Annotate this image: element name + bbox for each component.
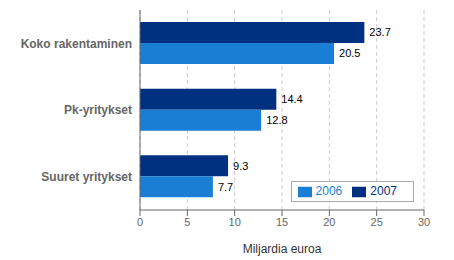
svg-text:Koko rakentaminen: Koko rakentaminen xyxy=(21,37,132,51)
svg-text:Miljardia euroa: Miljardia euroa xyxy=(243,242,322,256)
svg-text:20: 20 xyxy=(323,216,335,228)
svg-text:15: 15 xyxy=(276,216,288,228)
svg-text:12.8: 12.8 xyxy=(266,114,287,126)
svg-text:7.7: 7.7 xyxy=(218,181,233,193)
html-text:2007: 2007 xyxy=(370,184,397,199)
svg-text:5: 5 xyxy=(184,216,190,228)
svg-text:23.7: 23.7 xyxy=(369,26,390,38)
html-text:2006: 2006 xyxy=(315,184,343,199)
svg-text:30: 30 xyxy=(418,216,430,228)
svg-text:14.4: 14.4 xyxy=(281,93,302,105)
svg-text:0: 0 xyxy=(137,216,143,228)
svg-text:10: 10 xyxy=(229,216,241,228)
svg-text:9.3: 9.3 xyxy=(233,160,248,172)
svg-text:Pk-yritykset: Pk-yritykset xyxy=(64,103,132,117)
svg-text:20.5: 20.5 xyxy=(339,47,360,59)
svg-text:25: 25 xyxy=(371,216,383,228)
svg-text:Suuret yritykset: Suuret yritykset xyxy=(41,170,132,184)
